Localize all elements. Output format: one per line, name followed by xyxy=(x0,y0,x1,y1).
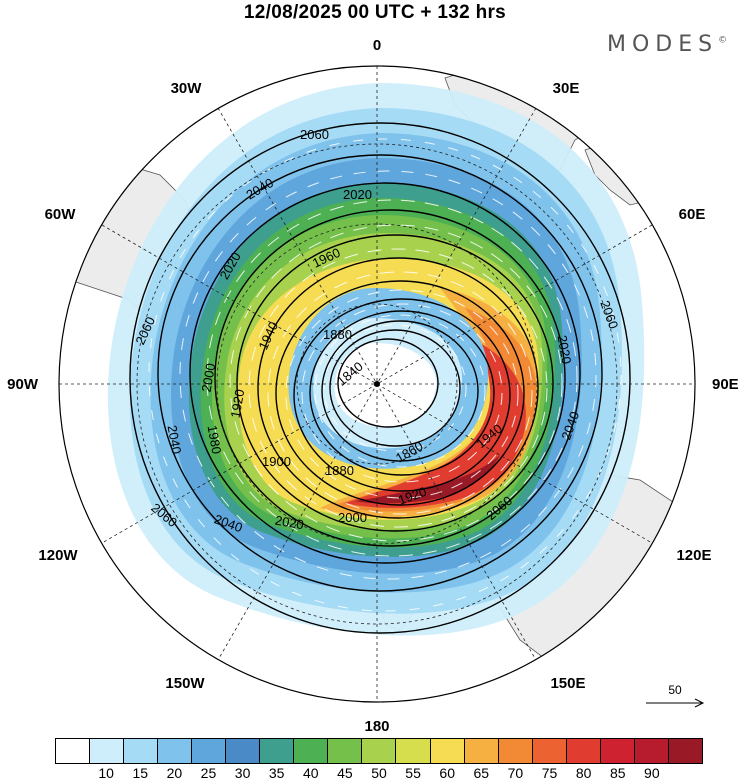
lon-label-120e: 120E xyxy=(676,547,711,564)
colorbar-swatch xyxy=(430,739,465,763)
contour-2060 xyxy=(129,122,631,634)
contour-label: 2020 xyxy=(343,187,372,202)
lon-label-150e: 150E xyxy=(550,675,585,692)
lon-label-120w: 120W xyxy=(38,547,78,564)
contour-label: 1880 xyxy=(323,327,352,342)
contour-label: 2060 xyxy=(300,127,329,142)
colorbar-tick-label: 55 xyxy=(405,765,421,781)
colorbar-tick-label: 35 xyxy=(268,765,285,781)
colorbar-tick-label: 10 xyxy=(98,765,114,781)
colorbar-swatch xyxy=(668,739,702,763)
shade-80 xyxy=(345,343,526,508)
colorbar-swatch xyxy=(158,739,193,763)
colorbar-tick-label: 25 xyxy=(200,765,217,781)
colorbar-swatch xyxy=(532,739,567,763)
colorbar-swatch xyxy=(566,739,601,763)
lon-label-180: 180 xyxy=(364,718,389,735)
brand-text: MODES xyxy=(607,32,719,57)
shade-90 xyxy=(355,455,500,504)
colorbar-swatch xyxy=(328,739,363,763)
vector-scale-arrow-icon xyxy=(646,698,705,708)
colorbar-swatch xyxy=(600,739,635,763)
lon-label-60e: 60E xyxy=(679,206,706,223)
copyright-mark: © xyxy=(718,35,728,46)
colorbar-tick-label: 85 xyxy=(609,765,626,781)
contour-1900 xyxy=(309,310,495,476)
colorbar-swatch xyxy=(124,739,159,763)
contour-2040 xyxy=(157,154,603,592)
contour-1860 xyxy=(329,329,461,447)
contour-label: 1980 xyxy=(205,424,225,455)
lon-label-30w: 30W xyxy=(171,80,203,97)
lon-label-0: 0 xyxy=(373,37,381,54)
wind-vectors xyxy=(148,138,622,612)
polar-map: 2060 2040 2020 1960 2020 2060 1880 1940 … xyxy=(7,37,739,735)
longitude-labels: 0 30E 60E 90E 120E 150E 180 150W 120W 90… xyxy=(7,37,739,735)
contour-label: 2000 xyxy=(199,362,219,393)
colorbar-tick-label: 45 xyxy=(337,765,353,781)
contour-label: 1880 xyxy=(325,463,354,478)
colorbar-tick-label: 70 xyxy=(507,765,524,781)
colorbar-swatch xyxy=(396,739,431,763)
colorbar-swatch xyxy=(634,739,669,763)
contour-1960 xyxy=(257,257,539,519)
contour-1840 xyxy=(337,338,439,428)
lon-label-90e: 90E xyxy=(712,376,739,393)
vector-scale: 50 xyxy=(640,683,710,713)
colorbar-swatch xyxy=(362,739,397,763)
contour-label: 1920 xyxy=(228,388,248,419)
contour-1980 xyxy=(236,234,554,532)
contour-label: 2020 xyxy=(555,334,575,365)
modes-logo: MODES© xyxy=(607,32,727,57)
contour-1920 xyxy=(293,298,511,492)
lon-label-60w: 60W xyxy=(45,206,77,223)
colorbar-swatch xyxy=(498,739,533,763)
contour-label: 2040 xyxy=(165,424,185,455)
lon-label-90w: 90W xyxy=(7,376,39,393)
colorbar-tick-label: 20 xyxy=(166,765,183,781)
lon-label-150w: 150W xyxy=(165,675,205,692)
map-disk xyxy=(59,66,695,702)
map-boundary xyxy=(58,65,696,703)
contour-label: 1900 xyxy=(262,454,291,469)
colorbar-swatch xyxy=(260,739,295,763)
contour-label: 2000 xyxy=(338,510,367,525)
colorbar-tick-label: 30 xyxy=(234,765,251,781)
colorbar-tick-label: 40 xyxy=(302,765,319,781)
colorbar-tick-label: 75 xyxy=(541,765,558,781)
contour-2000 xyxy=(214,209,566,547)
colorbar-swatch xyxy=(464,739,499,763)
colorbar-swatch xyxy=(226,739,261,763)
colorbar-swatch xyxy=(90,739,125,763)
colorbar-tick-label: 90 xyxy=(644,765,660,781)
contour-label: 2020 xyxy=(274,513,305,533)
contour-1940 xyxy=(275,280,525,506)
colorbar-tick-label: 50 xyxy=(371,765,387,781)
colorbar-swatch xyxy=(294,739,329,763)
contour-2020 xyxy=(189,182,581,564)
vector-scale-label: 50 xyxy=(668,683,682,697)
colorbar-tick-label: 80 xyxy=(575,765,592,781)
colorbar-swatch xyxy=(192,739,227,763)
colorbar-tick-label: 60 xyxy=(439,765,455,781)
colorbar-tick-label: 15 xyxy=(132,765,149,781)
colorbar-labels: 10 15 20 25 30 35 40 45 50 55 60 65 70 75 80 85 90 xyxy=(55,765,703,782)
lon-label-30e: 30E xyxy=(553,80,580,97)
colorbar-tick-label: 65 xyxy=(473,765,490,781)
colorbar-swatch xyxy=(56,739,91,763)
chart-title: 12/08/2025 00 UTC + 132 hrs xyxy=(243,2,507,23)
north-pole-marker xyxy=(374,381,380,387)
colorbar xyxy=(55,738,703,764)
